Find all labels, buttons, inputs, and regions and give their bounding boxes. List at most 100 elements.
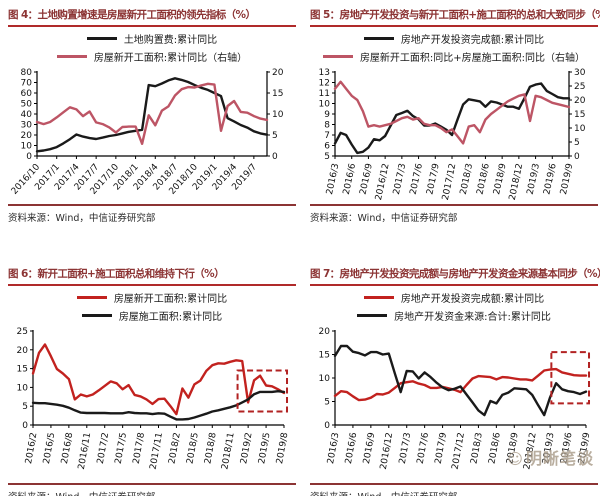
tick-label: 2016/11: [77, 432, 93, 471]
tick-label: 2017/9: [425, 162, 441, 195]
source-note: 资料来源：Wind，中信证券研究部: [310, 204, 598, 224]
tick-label: 0: [324, 421, 330, 431]
tick-label: 2019/9: [559, 162, 575, 195]
legend-label: 房屋新开工面积:累计同比（右轴）: [93, 53, 248, 64]
tick-label: 2016/12: [374, 163, 392, 202]
tick-label: 2016/6: [342, 162, 358, 195]
tick-label: 40: [21, 110, 33, 120]
tick-label: 2018/3: [470, 432, 485, 465]
legend-item: 房屋新开工面积:累计同比（右轴）: [56, 49, 248, 64]
tick-label: 2017/12: [441, 163, 459, 202]
tick-label: 10: [319, 100, 331, 110]
tick-label: 2019/3: [541, 432, 556, 465]
highlight-dashed-box: [550, 351, 591, 405]
tick-label: 15: [574, 110, 585, 120]
line-series: [31, 343, 286, 416]
tick-label: 2017/5: [114, 432, 129, 465]
line-series: [333, 80, 571, 145]
tick-label: 15: [17, 365, 28, 375]
figure-title: 图 5：房地产开发投资与新开工面积+施工面积的总和大致同步（%）: [310, 7, 600, 27]
tick-label: 2018/2: [168, 432, 183, 465]
line-series: [333, 367, 588, 402]
chart-legend: 房地产开发投资完成额:累计同比 房地产开发资金来源:合计:累计同比: [310, 290, 598, 323]
legend-line-swatch: [363, 296, 394, 299]
source-note: 资料来源：Wind，中信证券研究部: [8, 483, 296, 496]
source-note: 资料来源：Wind，中信证券研究部: [310, 483, 598, 496]
tick-label: 2018/6: [487, 432, 502, 465]
tick-label: 12: [319, 79, 330, 89]
tick-label: 15: [319, 351, 330, 361]
line-series: [35, 77, 269, 153]
tick-label: 2017/9: [434, 432, 449, 465]
tick-label: 0: [26, 152, 32, 162]
tick-label: 2017/3: [392, 163, 408, 196]
tick-label: 2017/2: [96, 432, 111, 465]
tick-label: 30: [574, 68, 586, 78]
tick-label: 2018/8: [203, 432, 218, 465]
tick-label: 2016/2: [24, 432, 39, 465]
legend-line-swatch: [76, 296, 107, 299]
tick-label: 0: [22, 421, 28, 431]
tick-label: 20: [21, 131, 33, 141]
legend-label: 房屋新开工面积:累计同比: [113, 294, 228, 305]
tick-label: 25: [574, 82, 585, 92]
tick-label: 10: [21, 142, 33, 152]
legend-line-swatch: [322, 55, 353, 58]
figure-panel-fig6: 图 6：新开工面积+施工面积总和维持下行（%） 房屋新开工面积:累计同比 房屋施工…: [8, 266, 296, 496]
tick-label: 2019/5: [257, 432, 272, 465]
legend-label: 房地产开发投资完成额:累计同比: [400, 35, 545, 46]
tick-label: 2017/6: [416, 432, 431, 465]
tick-label: 2018/5: [185, 432, 200, 465]
tick-label: 13: [319, 68, 330, 78]
tick-label: 20: [574, 96, 586, 106]
tick-label: 20: [17, 346, 29, 356]
tick-label: 6: [324, 142, 330, 152]
tick-label: 0: [574, 152, 580, 162]
tick-label: 2019/3: [526, 163, 542, 196]
tick-label: 2017/3: [398, 432, 413, 465]
tick-label: 2016/5: [42, 432, 57, 465]
tick-label: 20: [319, 327, 331, 337]
tick-label: 5: [272, 131, 278, 141]
figure-title: 图 4：土地购置增速是房屋新开工面积的领先指标（%）: [8, 7, 296, 27]
fig4-plot: 01020304050607080051015202016/102017/120…: [10, 68, 284, 197]
tick-label: 10: [17, 383, 29, 393]
figure-panel-fig4: 图 4：土地购置增速是房屋新开工面积的领先指标（%） 土地购置费:累计同比房屋新…: [8, 7, 296, 224]
charts-row-top: 图 4：土地购置增速是房屋新开工面积的领先指标（%） 土地购置费:累计同比房屋新…: [0, 0, 600, 224]
line-series: [35, 82, 269, 146]
tick-label: 2016/3: [326, 432, 341, 465]
legend-item: 土地购置费:累计同比: [86, 31, 218, 46]
legend-line-swatch: [363, 37, 394, 40]
tick-label: 2017/6: [409, 162, 425, 195]
line-chart: 0 5 10 15 20 25 2016/2 2016/5 2016/8 2016/11 2017/…: [8, 323, 296, 483]
line-series: [31, 389, 286, 421]
line-series: [333, 344, 588, 417]
legend-line-swatch: [86, 37, 117, 40]
tick-label: 2016/12: [379, 432, 395, 471]
legend-line-swatch: [56, 55, 87, 58]
tick-label: 2016/9: [362, 432, 377, 465]
legend-label: 土地购置费:累计同比: [123, 35, 218, 46]
legend-label: 房屋新开工面积:同比+房屋施工面积:同比（右轴）: [359, 53, 586, 64]
tick-label: 10: [319, 374, 331, 384]
legend-label: 房地产开发资金来源:合计:累计同比: [394, 312, 551, 323]
legend-line-swatch: [81, 314, 112, 317]
tick-label: 2019/9: [577, 432, 592, 465]
tick-label: 8: [324, 121, 330, 131]
tick-label: 10: [574, 124, 586, 134]
tick-label: 2018/9: [505, 432, 520, 465]
tick-label: 11: [319, 89, 330, 99]
line-chart: 0 10 20 30 40 50 60 70 80 0 5 10 15 20 2016/10 2017/1 20…: [8, 64, 296, 204]
chart-legend: 土地购置费:累计同比房屋新开工面积:累计同比（右轴）: [8, 31, 296, 64]
tick-label: 70: [21, 79, 33, 89]
tick-label: 2016/6: [344, 432, 359, 465]
tick-label: 2018/6: [475, 162, 491, 195]
source-note: 资料来源：Wind，中信证券研究部: [8, 204, 296, 224]
tick-label: 2019/2: [239, 432, 254, 465]
tick-label: 2018/12: [508, 163, 526, 202]
tick-label: 2016/8: [60, 432, 75, 465]
tick-label: 2018/11: [220, 432, 236, 471]
